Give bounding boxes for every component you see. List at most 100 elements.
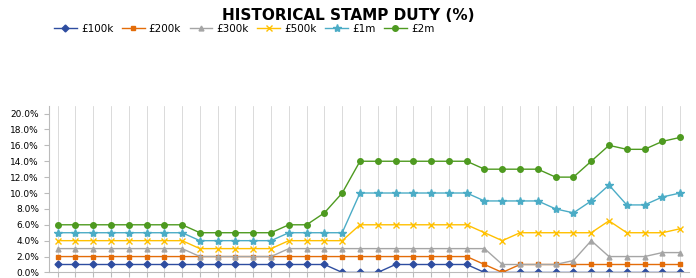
£2m bbox=[338, 191, 347, 195]
£500k bbox=[587, 231, 595, 234]
£1m bbox=[587, 199, 595, 203]
£500k bbox=[71, 239, 79, 242]
£200k bbox=[214, 255, 222, 258]
£1m bbox=[463, 191, 471, 195]
£1m bbox=[267, 239, 275, 242]
£300k bbox=[658, 251, 667, 254]
£100k bbox=[303, 263, 311, 266]
£200k bbox=[498, 271, 507, 274]
£100k bbox=[267, 263, 275, 266]
£500k bbox=[89, 239, 97, 242]
£500k bbox=[391, 223, 400, 227]
£2m bbox=[623, 148, 631, 151]
£500k bbox=[231, 247, 239, 250]
£100k bbox=[338, 271, 347, 274]
£200k bbox=[267, 255, 275, 258]
£200k bbox=[285, 255, 293, 258]
£300k bbox=[409, 247, 418, 250]
£500k bbox=[320, 239, 329, 242]
£100k bbox=[143, 263, 151, 266]
£500k bbox=[267, 247, 275, 250]
£200k bbox=[249, 255, 258, 258]
£100k bbox=[445, 263, 453, 266]
£1m bbox=[160, 231, 168, 234]
£500k bbox=[480, 231, 489, 234]
£200k bbox=[605, 263, 613, 266]
£200k bbox=[623, 263, 631, 266]
£500k bbox=[125, 239, 133, 242]
£100k bbox=[214, 263, 222, 266]
£200k bbox=[125, 255, 133, 258]
£300k bbox=[285, 247, 293, 250]
£100k bbox=[356, 271, 364, 274]
£100k bbox=[658, 271, 667, 274]
£200k bbox=[534, 263, 542, 266]
£300k bbox=[231, 255, 239, 258]
£100k bbox=[587, 271, 595, 274]
£2m bbox=[391, 160, 400, 163]
£500k bbox=[285, 239, 293, 242]
£100k bbox=[71, 263, 79, 266]
£300k bbox=[356, 247, 364, 250]
£1m bbox=[623, 203, 631, 207]
£500k bbox=[569, 231, 578, 234]
£200k bbox=[143, 255, 151, 258]
£2m bbox=[516, 168, 524, 171]
£100k bbox=[231, 263, 239, 266]
£500k bbox=[106, 239, 115, 242]
£2m bbox=[480, 168, 489, 171]
£500k bbox=[356, 223, 364, 227]
£300k bbox=[480, 247, 489, 250]
£500k bbox=[178, 239, 187, 242]
£1m bbox=[356, 191, 364, 195]
£300k bbox=[143, 247, 151, 250]
£200k bbox=[303, 255, 311, 258]
£2m bbox=[356, 160, 364, 163]
£200k bbox=[196, 255, 204, 258]
£500k bbox=[409, 223, 418, 227]
£200k bbox=[391, 255, 400, 258]
£2m bbox=[640, 148, 649, 151]
£200k bbox=[89, 255, 97, 258]
£200k bbox=[676, 263, 684, 266]
£1m bbox=[54, 231, 62, 234]
£2m bbox=[125, 223, 133, 227]
£500k bbox=[658, 231, 667, 234]
£1m bbox=[231, 239, 239, 242]
£1m bbox=[569, 211, 578, 215]
£100k bbox=[427, 263, 435, 266]
£100k bbox=[249, 263, 258, 266]
£2m bbox=[587, 160, 595, 163]
£300k bbox=[214, 255, 222, 258]
£2m bbox=[71, 223, 79, 227]
£300k bbox=[516, 263, 524, 266]
£300k bbox=[303, 247, 311, 250]
£300k bbox=[196, 255, 204, 258]
£300k bbox=[249, 255, 258, 258]
Line: £2m: £2m bbox=[55, 135, 683, 235]
£100k bbox=[409, 263, 418, 266]
£200k bbox=[338, 255, 347, 258]
£300k bbox=[125, 247, 133, 250]
£200k bbox=[409, 255, 418, 258]
£500k bbox=[676, 227, 684, 230]
£500k bbox=[214, 247, 222, 250]
£100k bbox=[89, 263, 97, 266]
£500k bbox=[516, 231, 524, 234]
£300k bbox=[640, 255, 649, 258]
£300k bbox=[89, 247, 97, 250]
Line: £300k: £300k bbox=[55, 238, 683, 267]
£500k bbox=[534, 231, 542, 234]
£300k bbox=[71, 247, 79, 250]
£200k bbox=[54, 255, 62, 258]
£300k bbox=[623, 255, 631, 258]
£2m bbox=[534, 168, 542, 171]
£300k bbox=[445, 247, 453, 250]
£500k bbox=[374, 223, 382, 227]
£300k bbox=[374, 247, 382, 250]
£500k bbox=[551, 231, 560, 234]
£2m bbox=[285, 223, 293, 227]
£2m bbox=[143, 223, 151, 227]
£1m bbox=[498, 199, 507, 203]
£2m bbox=[498, 168, 507, 171]
